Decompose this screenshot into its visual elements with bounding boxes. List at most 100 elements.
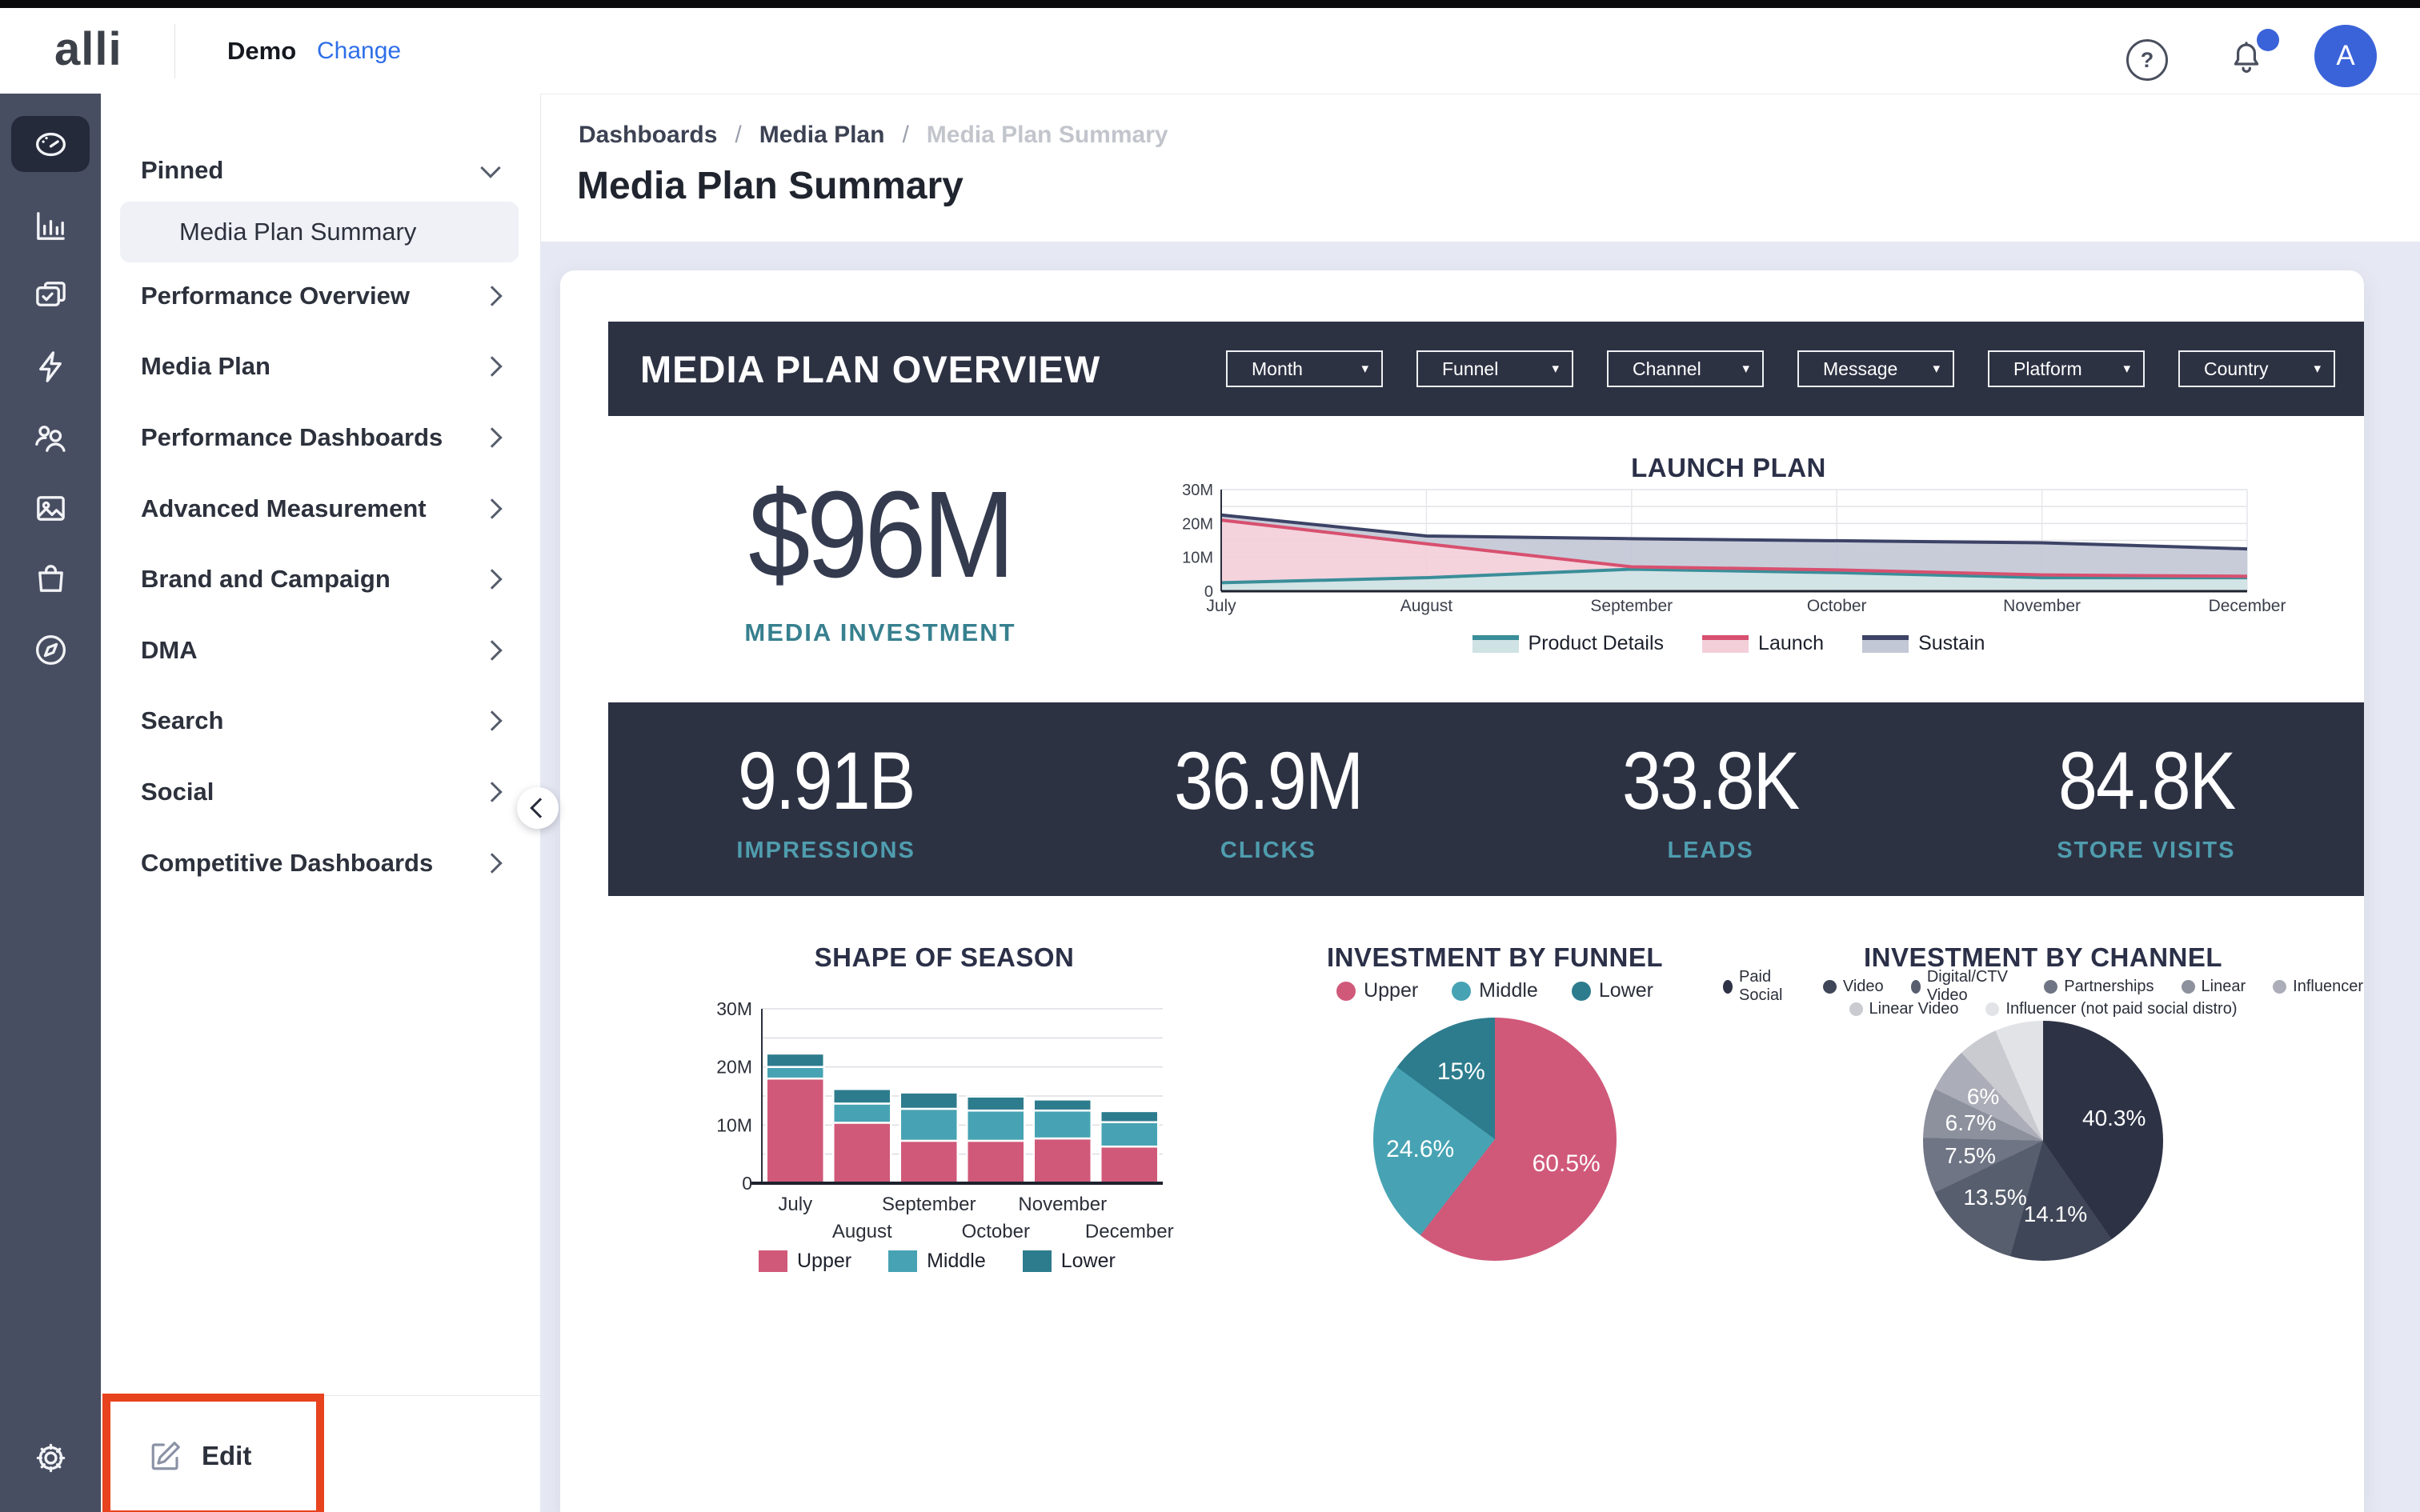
svg-text:30M: 30M: [1182, 482, 1213, 499]
sidebar-item-media-plan[interactable]: Media Plan: [101, 342, 540, 391]
legend-middle: Middle: [1452, 979, 1538, 1002]
legend-linear: Linear: [2182, 978, 2246, 996]
shape-of-season-chart: 010M20M30MJulyAugustSeptemberOctoberNove…: [696, 988, 1208, 1248]
sidebar-item-media-plan-summary-active[interactable]: Media Plan Summary: [120, 202, 519, 262]
rail-item-dashboard-icon[interactable]: [11, 116, 90, 172]
header-divider: [174, 24, 175, 78]
chevron-right-icon: [482, 640, 502, 660]
svg-text:10M: 10M: [716, 1114, 752, 1135]
filter-dropdown-message[interactable]: Message▾: [1797, 350, 1954, 387]
breadcrumb-dashboards[interactable]: Dashboards: [579, 122, 717, 149]
sidebar-item-performance-overview[interactable]: Performance Overview: [101, 271, 540, 321]
filter-dropdown-channel[interactable]: Channel▾: [1607, 350, 1764, 387]
pie-label-video: 14.1%: [2024, 1202, 2087, 1227]
legend-lower: Lower: [1572, 979, 1653, 1002]
sidebar-item-performance-dashboards[interactable]: Performance Dashboards: [101, 413, 540, 462]
settings-gear-icon[interactable]: [0, 1423, 101, 1492]
sidebar-item-social[interactable]: Social: [101, 767, 540, 817]
pie-label-influencer: 6%: [1967, 1084, 1999, 1110]
sidebar-item-competitive-dashboards[interactable]: Competitive Dashboards: [101, 838, 540, 888]
svg-text:October: October: [962, 1221, 1030, 1242]
breadcrumb-current: Media Plan Summary: [927, 122, 1168, 149]
investment-value: $96M: [749, 464, 1012, 606]
launch-plan-legend: Product DetailsLaunchSustain: [1168, 632, 2289, 655]
svg-text:August: August: [832, 1221, 892, 1242]
pie-label-partnerships: 7.5%: [1945, 1143, 1996, 1169]
rail-item-bar-chart-icon[interactable]: [0, 191, 101, 260]
sidebar-collapse-button[interactable]: [517, 787, 559, 829]
chevron-right-icon: [482, 286, 502, 306]
filter-dropdown-platform[interactable]: Platform▾: [1988, 350, 2145, 387]
legend-video: Video: [1823, 978, 1884, 996]
rail-item-image-icon[interactable]: [0, 474, 101, 542]
pie-label-paid-social: 40.3%: [2082, 1106, 2146, 1131]
investment-by-funnel-legend: UpperMiddleLower: [1255, 979, 1735, 1002]
svg-text:November: November: [1018, 1194, 1107, 1215]
sidebar-item-search[interactable]: Search: [101, 696, 540, 746]
svg-text:10M: 10M: [1182, 550, 1213, 567]
sidebar-item-dma[interactable]: DMA: [101, 626, 540, 675]
shape-of-season-title: SHAPE OF SEASON: [704, 942, 1184, 973]
caret-down-icon: ▾: [1552, 361, 1559, 377]
shape-of-season-legend: UpperMiddleLower: [759, 1250, 1116, 1273]
investment-by-channel-legend-row2: Linear Video Influencer (not paid social …: [1723, 1000, 2363, 1018]
rail-item-compass-icon[interactable]: [0, 615, 101, 684]
breadcrumb: Dashboards / Media Plan / Media Plan Sum…: [579, 122, 1168, 149]
dashboard-card: MEDIA PLAN OVERVIEW Month▾ Funnel▾ Channel…: [560, 270, 2364, 1512]
kpi-store-visits: 84.8KSTORE VISITS: [2044, 734, 2250, 864]
svg-text:December: December: [1085, 1221, 1174, 1242]
svg-text:August: August: [1400, 597, 1453, 615]
legend-middle: Middle: [888, 1250, 986, 1273]
legend-partnerships: Partnerships: [2044, 978, 2154, 996]
pencil-square-icon: [149, 1439, 182, 1473]
filter-dropdown-funnel[interactable]: Funnel▾: [1416, 350, 1573, 387]
rail-item-lightning-bolt-icon[interactable]: [0, 332, 101, 401]
pie-label-upper: 60.5%: [1533, 1150, 1601, 1178]
kpi-stats-bar: 9.91BIMPRESSIONS36.9MCLICKS33.8KLEADS84.…: [608, 702, 2364, 896]
legend-lower: Lower: [1023, 1250, 1116, 1273]
chevron-down-icon: [480, 158, 500, 178]
svg-text:July: July: [778, 1194, 812, 1215]
caret-down-icon: ▾: [1933, 361, 1940, 377]
svg-text:30M: 30M: [716, 998, 752, 1019]
pie-label-digital-ctv-video: 13.5%: [1963, 1185, 2026, 1210]
legend-influencer-not-paid-social-distro-: Influencer (not paid social distro): [1985, 1000, 2237, 1018]
investment-by-channel-pie: 40.3% 14.1%13.5% 7.5% 6.7%6%: [1923, 1021, 2163, 1261]
user-avatar[interactable]: A: [2314, 25, 2377, 87]
breadcrumb-media-plan[interactable]: Media Plan: [759, 122, 885, 149]
content-background: MEDIA PLAN OVERVIEW Month▾ Funnel▾ Channel…: [540, 242, 2420, 1512]
caret-down-icon: ▾: [2314, 361, 2321, 377]
rail-item-shopping-bag-icon[interactable]: [0, 544, 101, 613]
sidebar-section-pinned[interactable]: Pinned: [101, 146, 540, 195]
chevron-left-icon: [530, 798, 550, 818]
sidebar-item-advanced-measurement[interactable]: Advanced Measurement: [101, 484, 540, 534]
pie-label-linear: 6.7%: [1945, 1110, 1997, 1136]
rail-item-clipboard-check-icon[interactable]: [0, 261, 101, 330]
kpi-clicks: 36.9MCLICKS: [1159, 734, 1378, 864]
chevron-right-icon: [482, 853, 502, 873]
edit-dashboard-button[interactable]: Edit: [102, 1394, 324, 1512]
filter-dropdown-country[interactable]: Country▾: [2178, 350, 2335, 387]
chevron-right-icon: [482, 356, 502, 376]
filter-dropdown-month[interactable]: Month▾: [1226, 350, 1383, 387]
svg-text:20M: 20M: [716, 1057, 752, 1078]
overview-title: MEDIA PLAN OVERVIEW: [640, 347, 1100, 391]
change-workspace-link[interactable]: Change: [317, 38, 401, 65]
app-window: alli Demo Change ? A Pinned Media Plan S…: [0, 0, 2420, 1512]
legend-sustain: Sustain: [1862, 632, 1985, 655]
sidebar-item-brand-and-campaign[interactable]: Brand and Campaign: [101, 554, 540, 604]
svg-text:December: December: [2209, 597, 2286, 615]
help-icon[interactable]: ?: [2126, 39, 2168, 81]
caret-down-icon: ▾: [1742, 361, 1749, 377]
window-top-strip: [0, 0, 2420, 8]
legend-influencer: Influencer: [2273, 978, 2363, 996]
svg-text:September: September: [882, 1194, 976, 1215]
svg-text:July: July: [1206, 597, 1236, 615]
rail-item-audience-icon[interactable]: [0, 402, 101, 471]
media-investment-kpi: $96M MEDIA INVESTMENT: [656, 464, 1104, 647]
sidebar-menu: Pinned Media Plan Summary Performance Ov…: [101, 94, 541, 1512]
svg-text:October: October: [1807, 597, 1867, 615]
svg-text:20M: 20M: [1182, 515, 1213, 533]
legend-linear-video: Linear Video: [1849, 1000, 1959, 1018]
pie-label-middle: 24.6%: [1386, 1136, 1454, 1163]
